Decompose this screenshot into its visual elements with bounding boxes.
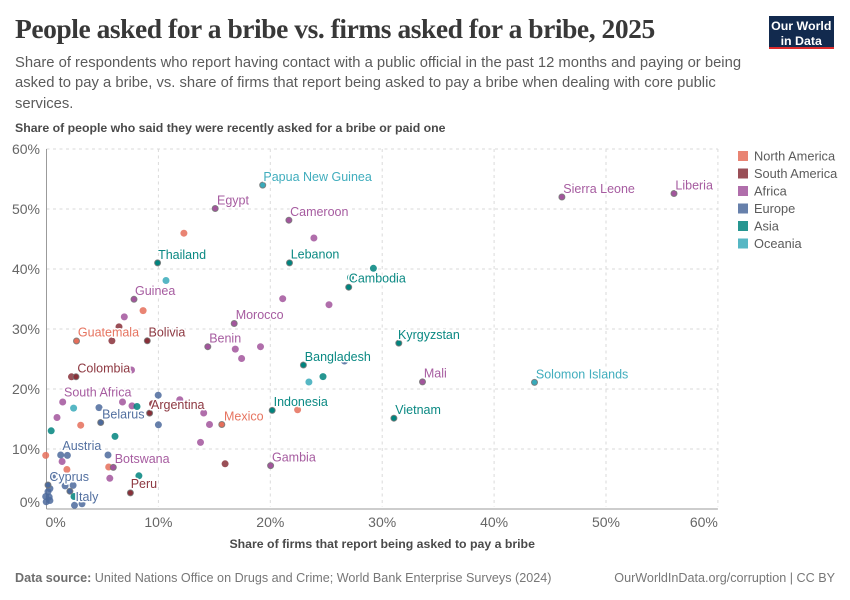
svg-text:Kyrgyzstan: Kyrgyzstan	[398, 328, 460, 342]
svg-text:South America: South America	[754, 166, 838, 181]
svg-text:Botswana: Botswana	[115, 452, 170, 466]
svg-text:Bangladesh: Bangladesh	[305, 350, 371, 364]
svg-text:Vietnam: Vietnam	[395, 403, 441, 417]
svg-text:60%: 60%	[12, 141, 40, 157]
svg-text:Papua New Guinea: Papua New Guinea	[263, 170, 371, 184]
svg-text:Austria: Austria	[62, 439, 101, 453]
svg-text:Italy: Italy	[76, 490, 100, 504]
svg-text:North America: North America	[754, 149, 836, 164]
svg-text:Indonesia: Indonesia	[274, 395, 328, 409]
svg-text:Africa: Africa	[754, 184, 788, 199]
svg-text:Mali: Mali	[424, 367, 447, 381]
svg-text:South Africa: South Africa	[64, 386, 131, 400]
svg-text:Peru: Peru	[131, 477, 157, 491]
svg-text:20%: 20%	[12, 381, 40, 397]
svg-text:Guinea: Guinea	[135, 284, 175, 298]
svg-text:Lebanon: Lebanon	[291, 248, 340, 262]
svg-text:10%: 10%	[12, 441, 40, 457]
svg-text:Europe: Europe	[754, 201, 795, 216]
svg-text:Cameroon: Cameroon	[290, 205, 348, 219]
svg-text:Asia: Asia	[754, 219, 780, 234]
svg-text:Oceania: Oceania	[754, 236, 803, 251]
svg-text:Morocco: Morocco	[236, 308, 284, 322]
svg-text:Sierra Leone: Sierra Leone	[563, 182, 635, 196]
svg-text:20%: 20%	[256, 514, 284, 530]
svg-text:Mexico: Mexico	[224, 410, 264, 424]
svg-text:Benin: Benin	[209, 332, 241, 346]
svg-text:Guatemala: Guatemala	[78, 326, 139, 340]
svg-text:40%: 40%	[480, 514, 508, 530]
svg-text:50%: 50%	[12, 201, 40, 217]
svg-text:Cambodia: Cambodia	[349, 272, 406, 286]
svg-text:Solomon Islands: Solomon Islands	[536, 367, 628, 381]
svg-text:60%: 60%	[690, 514, 718, 530]
svg-text:Bolivia: Bolivia	[149, 325, 186, 339]
svg-text:0%: 0%	[46, 514, 66, 530]
svg-text:Share of firms that report bei: Share of firms that report being asked t…	[229, 537, 535, 551]
svg-text:50%: 50%	[592, 514, 620, 530]
svg-text:30%: 30%	[368, 514, 396, 530]
svg-text:10%: 10%	[144, 514, 172, 530]
svg-text:Gambia: Gambia	[272, 450, 316, 464]
svg-text:Thailand: Thailand	[158, 248, 206, 262]
svg-text:Liberia: Liberia	[675, 178, 713, 192]
svg-text:Colombia: Colombia	[77, 362, 130, 376]
svg-text:40%: 40%	[12, 261, 40, 277]
svg-text:Egypt: Egypt	[217, 194, 249, 208]
svg-text:Belarus: Belarus	[102, 407, 144, 421]
svg-text:0%: 0%	[20, 494, 40, 510]
svg-text:Argentina: Argentina	[151, 398, 205, 412]
svg-text:30%: 30%	[12, 321, 40, 337]
svg-text:Share of people who said they: Share of people who said they were recen…	[15, 121, 446, 135]
svg-text:Cyprus: Cyprus	[49, 470, 89, 484]
